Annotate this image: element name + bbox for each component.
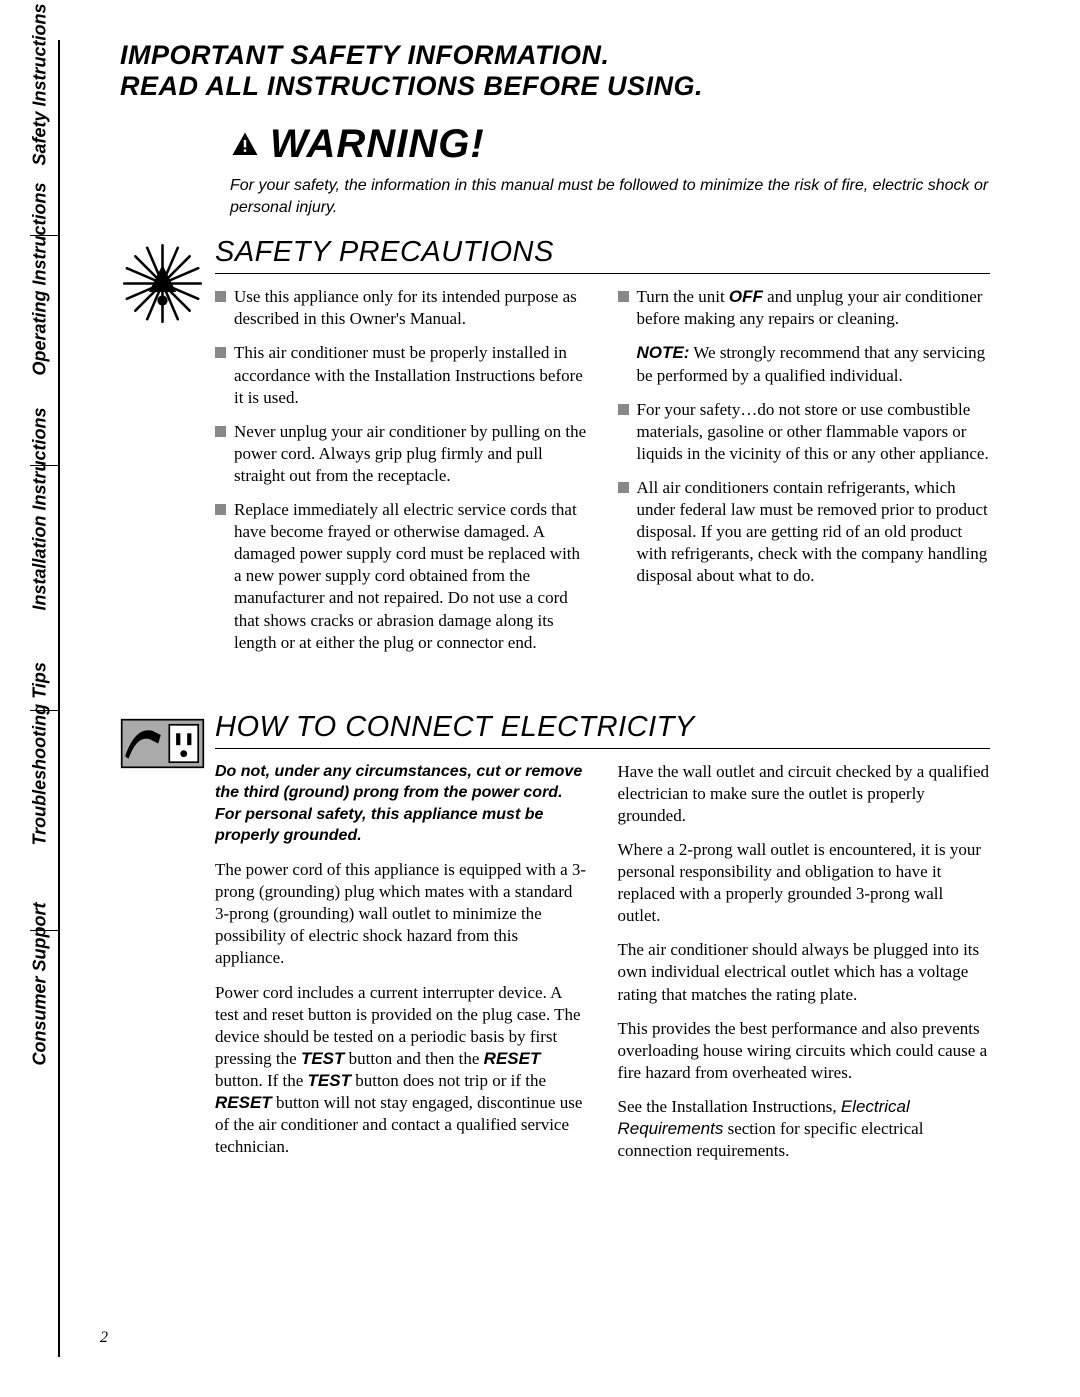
paragraph: This provides the best performance and a… bbox=[618, 1018, 991, 1084]
tab-troubleshooting-tips: Troubleshooting Tips bbox=[30, 816, 51, 846]
list-item: This air conditioner must be properly in… bbox=[215, 342, 588, 408]
warning-subtitle: For your safety, the information in this… bbox=[230, 175, 990, 218]
list-item: Turn the unit OFF and unplug your air co… bbox=[618, 286, 991, 330]
plug-outlet-icon bbox=[120, 711, 215, 1175]
page-title: IMPORTANT SAFETY INFORMATION. READ ALL I… bbox=[120, 40, 990, 102]
paragraph: The power cord of this appliance is equi… bbox=[215, 859, 588, 969]
section-title-safety: SAFETY PRECAUTIONS bbox=[215, 236, 990, 274]
electricity-left-column: Do not, under any circumstances, cut or … bbox=[215, 761, 588, 1175]
paragraph: Where a 2-prong wall outlet is encounter… bbox=[618, 839, 991, 927]
section-electricity: HOW TO CONNECT ELECTRICITY Do not, under… bbox=[120, 711, 990, 1175]
section-safety-precautions: SAFETY PRECAUTIONS Use this appliance on… bbox=[120, 236, 990, 665]
note-text: NOTE: We strongly recommend that any ser… bbox=[637, 342, 991, 386]
safety-right-column: Turn the unit OFF and unplug your air co… bbox=[618, 286, 991, 665]
heading-line-1: IMPORTANT SAFETY INFORMATION. bbox=[120, 40, 990, 71]
manual-page: Safety Instructions Operating Instructio… bbox=[0, 0, 1080, 1397]
list-item: For your safety…do not store or use comb… bbox=[618, 399, 991, 465]
tab-safety-instructions: Safety Instructions bbox=[30, 136, 51, 166]
sidebar-tabs: Safety Instructions Operating Instructio… bbox=[30, 40, 60, 1357]
safety-left-column: Use this appliance only for its intended… bbox=[215, 286, 588, 665]
electricity-intro: Do not, under any circumstances, cut or … bbox=[215, 761, 588, 847]
list-item: All air conditioners contain refrigerant… bbox=[618, 477, 991, 587]
paragraph: Power cord includes a current interrupte… bbox=[215, 982, 588, 1159]
list-item: Use this appliance only for its intended… bbox=[215, 286, 588, 330]
warning-heading: WARNING! bbox=[230, 122, 990, 167]
list-item: Never unplug your air conditioner by pul… bbox=[215, 421, 588, 487]
paragraph: Have the wall outlet and circuit checked… bbox=[618, 761, 991, 827]
section-title-electricity: HOW TO CONNECT ELECTRICITY bbox=[215, 711, 990, 749]
tab-installation-instructions: Installation Instructions bbox=[30, 581, 51, 611]
list-item: Replace immediately all electric service… bbox=[215, 499, 588, 654]
warning-triangle-icon bbox=[230, 130, 260, 160]
warning-title: WARNING! bbox=[270, 122, 485, 167]
paragraph: The air conditioner should always be plu… bbox=[618, 939, 991, 1005]
explosion-icon bbox=[120, 236, 215, 665]
electricity-right-column: Have the wall outlet and circuit checked… bbox=[618, 761, 991, 1175]
tab-operating-instructions: Operating Instructions bbox=[30, 346, 51, 376]
page-number: 2 bbox=[100, 1329, 108, 1347]
tab-consumer-support: Consumer Support bbox=[30, 1036, 51, 1066]
heading-line-2: READ ALL INSTRUCTIONS BEFORE USING. bbox=[120, 71, 990, 102]
main-content: IMPORTANT SAFETY INFORMATION. READ ALL I… bbox=[120, 40, 990, 1174]
paragraph: See the Installation Instructions, Elect… bbox=[618, 1096, 991, 1162]
